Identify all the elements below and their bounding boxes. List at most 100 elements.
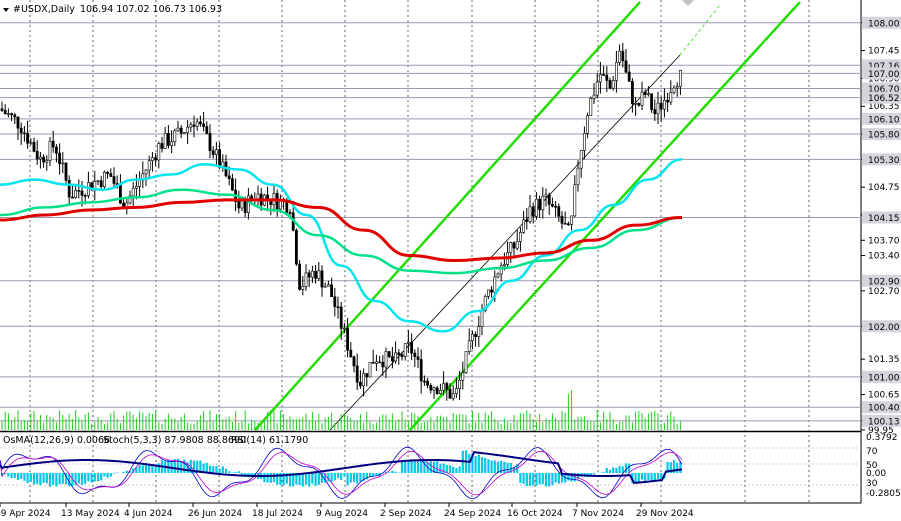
candle-body <box>406 342 410 344</box>
candle-body <box>317 270 321 279</box>
symbol-label: #USDX,Daily <box>13 4 75 15</box>
volume-bars <box>1 389 681 430</box>
ema-fast-line <box>0 158 683 333</box>
indicator-axis-label: 70 <box>866 447 878 457</box>
time-tick-label: 24 Sep 2024 <box>444 509 501 519</box>
candle-body <box>151 157 154 161</box>
level-price-box <box>862 211 901 224</box>
candle-body <box>611 80 615 89</box>
level-price-box <box>862 82 901 95</box>
candle-body <box>378 361 382 364</box>
level-price-box <box>862 370 901 383</box>
level-price-label: 108.00 <box>868 19 900 29</box>
candle-body <box>167 133 170 146</box>
candle-body <box>247 195 250 213</box>
candle-body <box>227 175 231 179</box>
level-price-box <box>862 401 901 414</box>
price-axis-labels: 108.00 107.45 106.90 106.35 105.80 105.30 104.… <box>861 16 901 436</box>
candle-body <box>464 351 468 373</box>
level-price-label: 105.80 <box>868 131 900 141</box>
candle-body <box>429 384 433 391</box>
candle-body <box>528 206 532 222</box>
candle-body <box>413 352 417 358</box>
candle-body <box>435 387 439 394</box>
axis-tick-label: 102.70 <box>868 287 900 297</box>
candle-body <box>445 383 449 390</box>
candle-body <box>595 81 599 96</box>
candle-body <box>618 50 622 63</box>
candle-body <box>106 171 110 174</box>
candle-body <box>288 212 292 214</box>
time-tick-label: 16 Oct 2024 <box>507 509 563 519</box>
candle-body <box>323 285 327 288</box>
stoch-label: Stoch(5,3,3) 87.9808 88.8690 <box>103 435 246 446</box>
candle-body <box>301 286 305 290</box>
candle-body <box>339 306 343 329</box>
candle-body <box>374 361 378 364</box>
channel-mid-extension <box>679 4 721 56</box>
candle-body <box>448 388 452 399</box>
candle-body <box>326 284 330 287</box>
shift-marker-icon[interactable] <box>682 0 694 6</box>
time-tick-label: 18 Jul 2024 <box>252 509 303 519</box>
candle-body <box>42 156 46 163</box>
candle-body <box>451 393 455 399</box>
candle-body <box>211 150 215 155</box>
candle-body <box>320 270 324 288</box>
candle-body <box>672 87 676 93</box>
candle-body <box>202 123 206 127</box>
candle-body <box>486 289 490 297</box>
ohlc-values: 106.94 107.02 106.73 106.93 <box>80 4 222 15</box>
candle-body <box>58 152 62 165</box>
candle-body <box>192 124 196 127</box>
candle-body <box>461 372 465 381</box>
axis-tick-label: 103.70 <box>868 236 900 246</box>
candle-body <box>646 93 650 96</box>
candle-body <box>621 50 625 62</box>
candle-body <box>26 132 30 144</box>
candle-body <box>294 229 298 265</box>
axis-tick-label: 100.65 <box>868 391 900 401</box>
grid-lines <box>29 0 810 503</box>
candle-body <box>342 327 346 330</box>
candle-body <box>10 113 14 116</box>
candle-body <box>531 206 535 217</box>
candle-body <box>659 102 663 110</box>
candle-body <box>589 98 593 116</box>
candle-body <box>458 379 462 389</box>
candle-body <box>515 241 519 249</box>
candle-body <box>637 103 641 106</box>
channel-mid-line <box>329 54 681 431</box>
candle-body <box>231 178 234 191</box>
rsi-label: RSI(14) 61.1790 <box>231 435 308 446</box>
triangle-down-icon[interactable] <box>3 8 9 12</box>
candle-body <box>183 132 186 134</box>
candle-body <box>496 273 500 278</box>
candle-body <box>522 219 526 233</box>
candle-body <box>218 149 222 168</box>
candle-body <box>608 80 612 89</box>
candle-body <box>544 194 548 197</box>
candle-body <box>598 74 602 83</box>
candle-body <box>560 215 564 224</box>
time-tick-label: 26 Jun 2024 <box>188 509 242 519</box>
time-tick-label: 13 May 2024 <box>61 509 120 519</box>
candle-body <box>669 92 673 103</box>
candle-body <box>499 265 503 275</box>
candle-body <box>390 356 394 362</box>
candle-body <box>19 127 23 134</box>
candle-body <box>557 206 561 217</box>
candle-body <box>534 198 538 217</box>
level-price-box <box>862 274 901 287</box>
candle-body <box>371 362 375 364</box>
candle-body <box>368 362 372 378</box>
level-price-box <box>862 128 901 141</box>
level-price-label: 104.15 <box>868 214 900 224</box>
candle-body <box>400 354 404 357</box>
candle-body <box>397 352 401 356</box>
axis-tick-label: 104.75 <box>868 183 900 193</box>
time-tick-label: 19 Apr 2024 <box>0 509 51 519</box>
candle-body <box>96 180 100 183</box>
